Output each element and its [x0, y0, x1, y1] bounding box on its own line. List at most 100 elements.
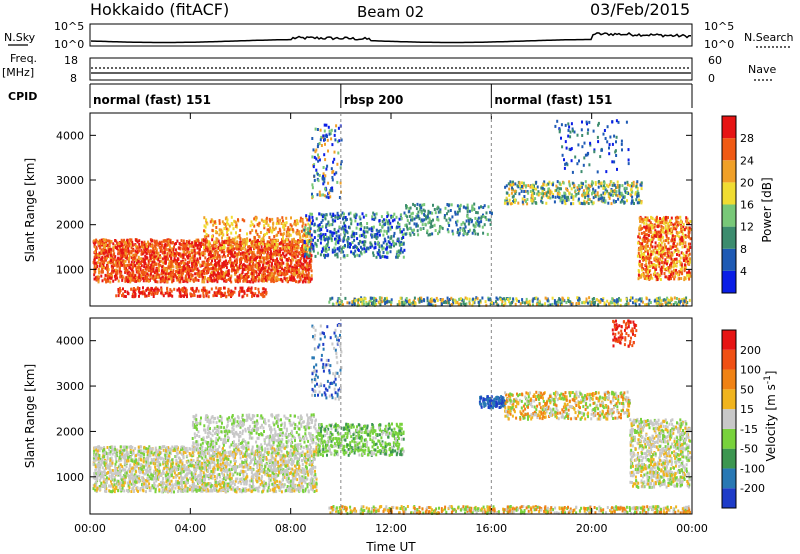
power-cell — [203, 229, 205, 233]
power-cell — [467, 230, 470, 233]
power-cell — [333, 246, 336, 250]
power-cell — [283, 249, 286, 253]
power-cell — [145, 277, 148, 280]
power-cell — [419, 203, 422, 207]
power-cell — [96, 276, 99, 280]
power-cell — [167, 242, 170, 246]
power-cell — [93, 261, 96, 265]
power-cell — [127, 260, 130, 264]
power-cell — [620, 191, 623, 195]
power-cell — [171, 241, 174, 245]
power-cell — [281, 267, 283, 271]
power-cell — [221, 230, 224, 234]
power-cell — [99, 240, 102, 244]
power-cell — [392, 234, 395, 238]
power-cell — [93, 273, 96, 277]
power-cell — [445, 218, 448, 222]
power-cell — [277, 269, 279, 273]
power-cell — [300, 229, 303, 233]
power-cell — [216, 280, 219, 284]
power-cell — [271, 276, 274, 280]
power-cell — [203, 267, 206, 271]
power-cell — [607, 195, 610, 198]
power-cell — [311, 215, 314, 219]
date-title: 03/Feb/2015 — [590, 0, 690, 19]
power-cell — [258, 273, 260, 276]
power-cell — [297, 263, 300, 267]
power-cell — [191, 288, 194, 292]
power-cell — [364, 230, 367, 234]
cpid-label: CPID — [8, 90, 37, 103]
power-cell — [661, 250, 664, 254]
power-cell — [206, 248, 209, 252]
power-cell — [294, 247, 297, 251]
power-cell — [264, 275, 267, 279]
power-cell — [600, 193, 603, 197]
power-cell — [198, 241, 201, 245]
power-cell — [166, 269, 169, 273]
power-cell — [363, 226, 366, 230]
power-cell — [247, 258, 250, 262]
power-cell — [671, 234, 674, 238]
power-cell — [645, 226, 648, 230]
power-cell — [127, 270, 130, 274]
power-cell — [654, 241, 657, 245]
power-cell — [264, 290, 267, 294]
power-cell — [182, 244, 185, 248]
power-cell — [508, 187, 511, 191]
power-cell — [270, 250, 272, 254]
power-cell — [216, 256, 219, 260]
power-cell — [386, 220, 389, 224]
power-cell — [387, 229, 390, 233]
power-cell — [113, 252, 116, 256]
power-cell — [121, 278, 124, 282]
power-cell — [466, 206, 469, 210]
power-cell — [396, 250, 399, 254]
power-cell — [689, 242, 691, 246]
power-cell — [238, 250, 240, 254]
power-cell — [640, 201, 643, 205]
power-cell — [668, 224, 670, 228]
power-cell — [140, 245, 143, 249]
power-cell — [161, 277, 164, 281]
power-cell — [296, 266, 298, 270]
power-cell — [289, 227, 292, 231]
power-cell — [623, 200, 626, 204]
power-cell — [231, 254, 234, 258]
power-cell — [195, 278, 198, 282]
power-cell — [393, 244, 395, 248]
power-cell — [114, 261, 117, 265]
power-cell — [127, 292, 129, 295]
power-cell — [289, 223, 292, 227]
power-cell — [422, 227, 425, 230]
power-cell — [509, 180, 512, 184]
power-cell — [107, 268, 110, 271]
power-cell — [466, 214, 469, 218]
power-cell — [270, 257, 272, 260]
power-cell — [296, 259, 299, 263]
power-cell — [179, 277, 182, 281]
power-cell — [214, 266, 217, 270]
power-cell — [182, 242, 185, 245]
power-cell — [155, 257, 158, 261]
power-cell — [375, 212, 378, 216]
power-cell — [252, 278, 254, 282]
power-cell — [266, 246, 268, 250]
power-cell — [142, 279, 145, 283]
power-cell — [230, 222, 233, 225]
power-cell — [212, 274, 215, 278]
power-cell — [212, 264, 215, 268]
power-cell — [233, 255, 236, 259]
power-cell — [305, 259, 308, 263]
power-cell — [583, 199, 586, 203]
power-cell — [186, 295, 188, 299]
power-cell — [241, 276, 244, 280]
power-cell — [188, 269, 190, 273]
power-cell — [354, 219, 357, 223]
power-cell — [209, 250, 212, 254]
power-cell — [638, 198, 641, 202]
power-cell — [217, 270, 219, 273]
power-cell — [263, 279, 265, 283]
power-cell — [309, 247, 311, 251]
power-cell — [163, 279, 166, 283]
